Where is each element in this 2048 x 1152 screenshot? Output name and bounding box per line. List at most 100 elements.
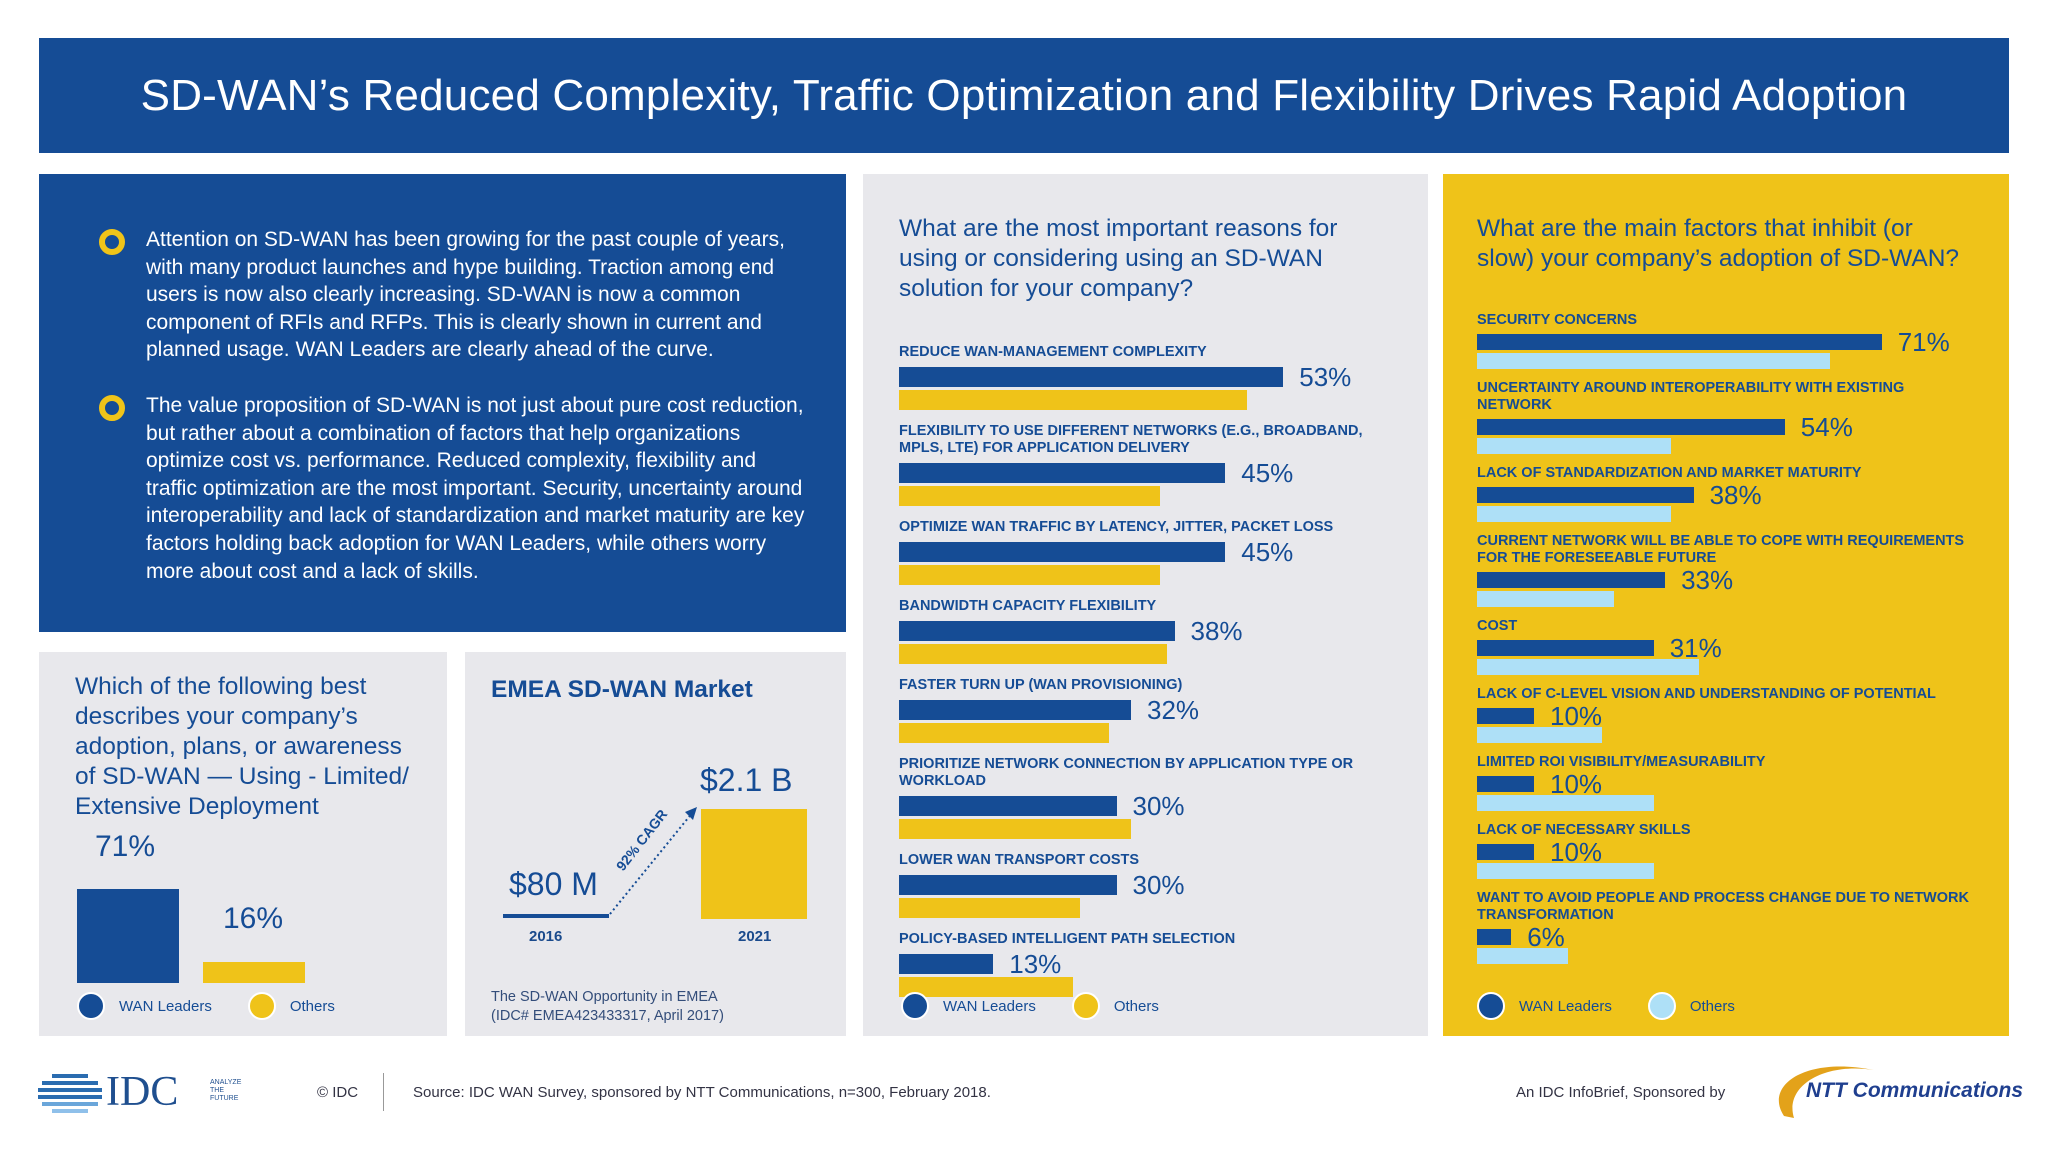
bar-line: 13% [899, 949, 1392, 979]
bar-line: 32% [899, 695, 1392, 725]
bar-row: UNCERTAINTY AROUND INTEROPERABILITY WITH… [1477, 380, 1975, 454]
data-label: 13% [1009, 949, 1062, 979]
chart-title: Which of the following best describes yo… [75, 673, 409, 820]
data-label: 16% [223, 902, 284, 935]
legend-swatch [1647, 992, 1676, 1020]
bar-label: CURRENT NETWORK WILL BE ABLE TO COPE WIT… [1477, 533, 1965, 566]
page-title: SD-WAN’s Reduced Complexity, Traffic Opt… [39, 38, 2009, 153]
intro-panel: Attention on SD-WAN has been growing for… [39, 174, 846, 632]
bar-wan-leaders [899, 463, 1226, 483]
data-label: 33% [1681, 565, 1734, 595]
bar-label: FASTER TURN UP (WAN PROVISIONING) [899, 677, 1183, 693]
bar-line: 45% [899, 537, 1392, 567]
bar-label: LACK OF STANDARDIZATION AND MARKET MATUR… [1477, 465, 1862, 481]
source-note: The SD-WAN Opportunity in EMEA (IDC# EMEA… [491, 989, 724, 1024]
bar-wan-leaders [1477, 708, 1534, 724]
data-label: 10% [1550, 701, 1603, 731]
bar-wan-leaders [899, 954, 994, 974]
bar-others [1477, 948, 1569, 964]
bullet-item: Attention on SD-WAN has been growing for… [99, 226, 806, 364]
chart-title: EMEA SD-WAN Market [491, 676, 753, 703]
bar-line [1477, 795, 1975, 811]
legend-label: Others [289, 997, 335, 1015]
adoption-bar [77, 889, 179, 983]
bar-label: LACK OF C-LEVEL VISION AND UNDERSTANDING… [1477, 686, 1936, 702]
bar-others [1477, 438, 1671, 454]
source-text: Source: IDC WAN Survey, sponsored by NTT… [413, 1084, 991, 1101]
bar-label: COST [1477, 618, 1518, 634]
legend-label: WAN Leaders [1519, 997, 1612, 1015]
bullet-text: Attention on SD-WAN has been growing for… [146, 228, 785, 362]
bar-row: POLICY-BASED INTELLIGENT PATH SELECTION 1… [899, 931, 1392, 997]
bar-label: PRIORITIZE NETWORK CONNECTION BY APPLICA… [899, 756, 1354, 789]
bar-wan-leaders [1477, 640, 1654, 656]
bar-line: 6% [1477, 922, 1975, 952]
data-label: 38% [1190, 616, 1243, 646]
data-label: 6% [1527, 922, 1565, 952]
adoption-panel: Which of the following best describes yo… [39, 652, 447, 1036]
divider [383, 1073, 384, 1111]
data-label: 32% [1147, 695, 1200, 725]
bar-others [1477, 795, 1654, 811]
bar-row: CURRENT NETWORK WILL BE ABLE TO COPE WIT… [1477, 533, 1975, 607]
bullet-ring-icon [99, 229, 125, 255]
legend-label: Others [1689, 997, 1735, 1015]
bar-line: 33% [1477, 565, 1975, 595]
bar-row: LACK OF STANDARDIZATION AND MARKET MATUR… [1477, 465, 1975, 522]
legend-label: WAN Leaders [119, 997, 212, 1015]
bar-others [1477, 506, 1671, 522]
legend-swatch [247, 992, 276, 1020]
legend: WAN Leaders Others [77, 992, 371, 1020]
bar-row: LOWER WAN TRANSPORT COSTS 30% [899, 852, 1392, 918]
ntt-logo: NTT Communications [1806, 1079, 2024, 1102]
bar-label: LIMITED ROI VISIBILITY/MEASURABILITY [1477, 754, 1766, 770]
data-label: 38% [1709, 480, 1762, 510]
bar-line: 53% [899, 364, 1392, 390]
bar-row: WANT TO AVOID PEOPLE AND PROCESS CHANGE … [1477, 890, 1975, 964]
bar-wan-leaders [899, 542, 1226, 562]
bar-wan-leaders [1477, 776, 1534, 792]
bar-row: FLEXIBILITY TO USE DIFFERENT NETWORKS (E… [899, 423, 1392, 506]
bar-wan-leaders [1477, 419, 1785, 435]
bar-others [1477, 591, 1614, 607]
legend-swatch [1071, 992, 1100, 1020]
bar-others [899, 390, 1247, 410]
bar-line [899, 486, 1392, 506]
idc-tagline: ANALYZE THE FUTURE [210, 1079, 242, 1102]
bar-line [899, 565, 1392, 585]
bar-wan-leaders [1477, 572, 1666, 588]
data-label: 30% [1132, 870, 1185, 900]
bar-wan-leaders [1477, 487, 1694, 503]
bar-label: BANDWIDTH CAPACITY FLEXIBILITY [899, 598, 1157, 614]
legend-swatch [77, 992, 105, 1020]
emea-market-panel: EMEA SD-WAN Market $80 M 2016 $2.1 B 202… [465, 652, 846, 1036]
bar-others [899, 565, 1160, 585]
bar-line [1477, 948, 1975, 964]
value-2016: $80 M [509, 866, 598, 902]
bar-others [899, 644, 1168, 664]
bar-label: FLEXIBILITY TO USE DIFFERENT NETWORKS (E… [899, 423, 1363, 456]
data-label: 45% [1241, 537, 1294, 567]
bar-others [899, 486, 1160, 506]
bar-line: 30% [899, 793, 1392, 819]
bar-line [1477, 727, 1975, 743]
adoption-bar [203, 961, 305, 983]
bar-line [1477, 863, 1975, 879]
legend: WAN Leaders Others [901, 992, 1195, 1020]
bar-label: LACK OF NECESSARY SKILLS [1477, 822, 1691, 838]
bar-wan-leaders [899, 796, 1117, 816]
bullet-ring-icon [99, 394, 125, 421]
bar-others [899, 723, 1110, 743]
bar-line [1477, 506, 1975, 522]
bar-line [899, 723, 1392, 743]
bullet-item: The value proposition of SD-WAN is not j… [99, 392, 806, 585]
chart-title: What are the main factors that inhibit (… [1477, 215, 1960, 272]
bar-line [899, 819, 1392, 839]
copyright: © IDC [317, 1084, 359, 1101]
legend-label: WAN Leaders [943, 997, 1036, 1015]
cagr-arrow-icon [609, 807, 697, 915]
bar-row: SECURITY CONCERNS 71% [1477, 312, 1975, 369]
bar-others [899, 819, 1131, 839]
idc-globe-icon [38, 1074, 102, 1113]
data-label: 31% [1669, 633, 1722, 663]
